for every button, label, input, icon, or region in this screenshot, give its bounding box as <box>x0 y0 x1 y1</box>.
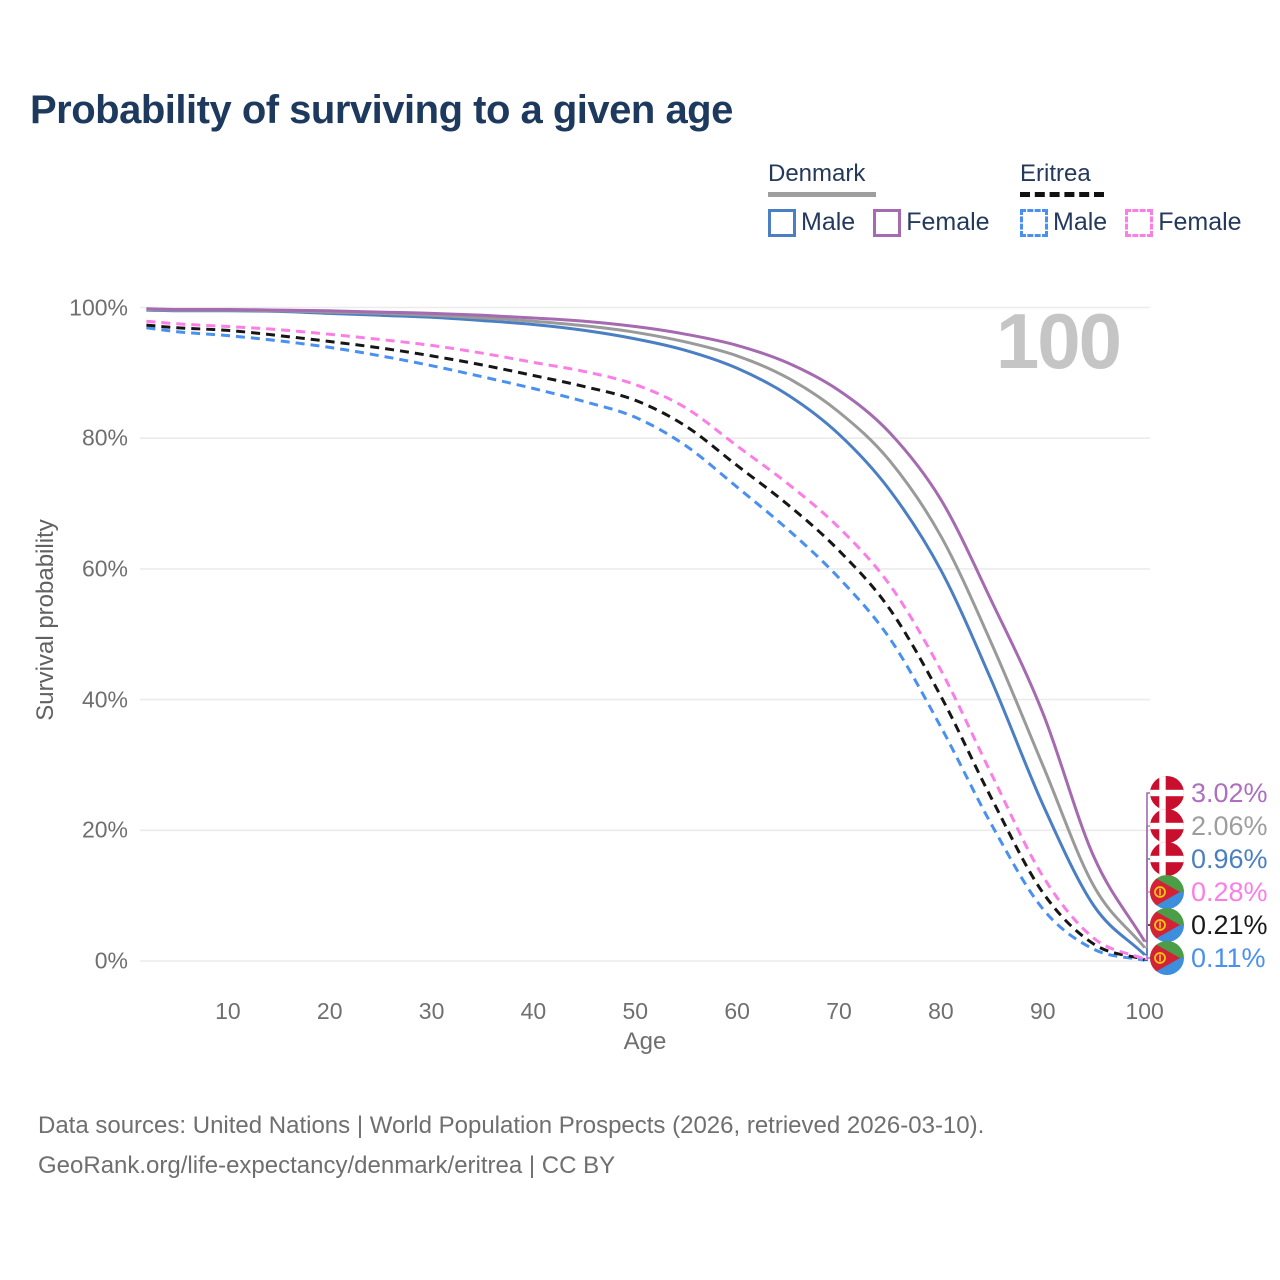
x-tick-50: 50 <box>622 998 649 1024</box>
x-tick-10: 10 <box>215 998 241 1024</box>
denmark-flag-icon <box>1150 809 1184 843</box>
x-tick-30: 30 <box>418 998 445 1024</box>
x-axis-title: Age <box>623 1028 667 1055</box>
eritrea-flag-icon <box>1150 875 1184 909</box>
series-line-eritrea-both-sexes <box>146 323 1146 962</box>
y-tick-60%: 60% <box>81 555 128 582</box>
series-line-denmark-male <box>146 308 1146 956</box>
denmark-flag-icon <box>1150 776 1184 810</box>
end-label-denmark-female: 3.02% <box>1150 775 1268 811</box>
end-label-eritrea-female: 0.28% <box>1150 874 1268 910</box>
end-label-connector-5 <box>1144 792 1150 943</box>
x-tick-90: 90 <box>1029 998 1056 1024</box>
end-label-value: 0.28% <box>1191 876 1268 907</box>
x-tick-70: 70 <box>826 998 852 1024</box>
eritrea-flag-icon <box>1150 908 1184 942</box>
legend-group-eritrea: Eritrea Male Female <box>1020 160 1242 237</box>
legend-group-denmark: Denmark Male Female <box>768 160 990 237</box>
footer-data-sources: Data sources: United Nations | World Pop… <box>38 1112 985 1139</box>
legend-label: Male <box>1053 208 1108 236</box>
end-label-eritrea-both-sexes: 0.21% <box>1150 907 1268 943</box>
denmark-line-style-swatch <box>768 192 876 197</box>
series-line-eritrea-female <box>146 319 1146 961</box>
x-tick-80: 80 <box>928 998 954 1024</box>
y-tick-40%: 40% <box>81 686 128 713</box>
y-tick-80%: 80% <box>81 424 128 451</box>
page-title: Probability of surviving to a given age <box>30 88 733 132</box>
x-tick-20: 20 <box>316 998 343 1024</box>
end-label-value: 2.06% <box>1191 810 1268 841</box>
end-label-value: 3.02% <box>1191 777 1268 808</box>
legend-checkbox-eritrea-female[interactable] <box>1125 208 1154 237</box>
eritrea-line-style-swatch <box>1020 192 1104 197</box>
age-counter-watermark: 100 <box>995 297 1122 385</box>
footer-attribution: GeoRank.org/life-expectancy/denmark/erit… <box>38 1152 616 1179</box>
legend-label: Female <box>906 208 990 236</box>
x-tick-60: 60 <box>724 998 750 1024</box>
end-label-value: 0.96% <box>1191 843 1268 874</box>
end-label-value: 0.11% <box>1191 942 1266 973</box>
footer: Data sources: United Nations | World Pop… <box>38 1106 984 1186</box>
x-tick-100: 100 <box>1125 998 1164 1024</box>
y-tick-100%: 100% <box>69 294 128 320</box>
legend-checkbox-denmark-female[interactable] <box>873 208 902 237</box>
legend-item-eritrea-female[interactable]: Female <box>1125 208 1242 237</box>
end-label-eritrea-male: 0.11% <box>1150 940 1266 976</box>
series-line-denmark-female <box>146 307 1146 943</box>
legend-label: Male <box>801 208 856 236</box>
y-tick-20%: 20% <box>81 816 128 843</box>
x-tick-40: 40 <box>520 998 547 1024</box>
series-line-denmark-both-sexes <box>146 308 1146 949</box>
legend-item-denmark-male[interactable]: Male <box>768 208 855 237</box>
legend-label: Female <box>1158 208 1242 236</box>
legend-group-title-denmark: Denmark <box>768 160 866 187</box>
end-label-value: 0.21% <box>1191 909 1268 940</box>
legend-checkbox-denmark-male[interactable] <box>768 208 796 237</box>
series-line-eritrea-male <box>146 326 1145 962</box>
legend-group-title-eritrea: Eritrea <box>1020 160 1091 187</box>
legend-item-denmark-female[interactable]: Female <box>873 208 990 237</box>
end-label-denmark-both-sexes: 2.06% <box>1150 808 1268 844</box>
legend-item-eritrea-male[interactable]: Male <box>1020 208 1107 237</box>
end-label-denmark-male: 0.96% <box>1150 841 1268 877</box>
eritrea-flag-icon <box>1150 941 1184 975</box>
legend-checkbox-eritrea-male[interactable] <box>1020 208 1048 237</box>
denmark-flag-icon <box>1150 842 1184 876</box>
y-tick-0%: 0% <box>94 947 128 974</box>
